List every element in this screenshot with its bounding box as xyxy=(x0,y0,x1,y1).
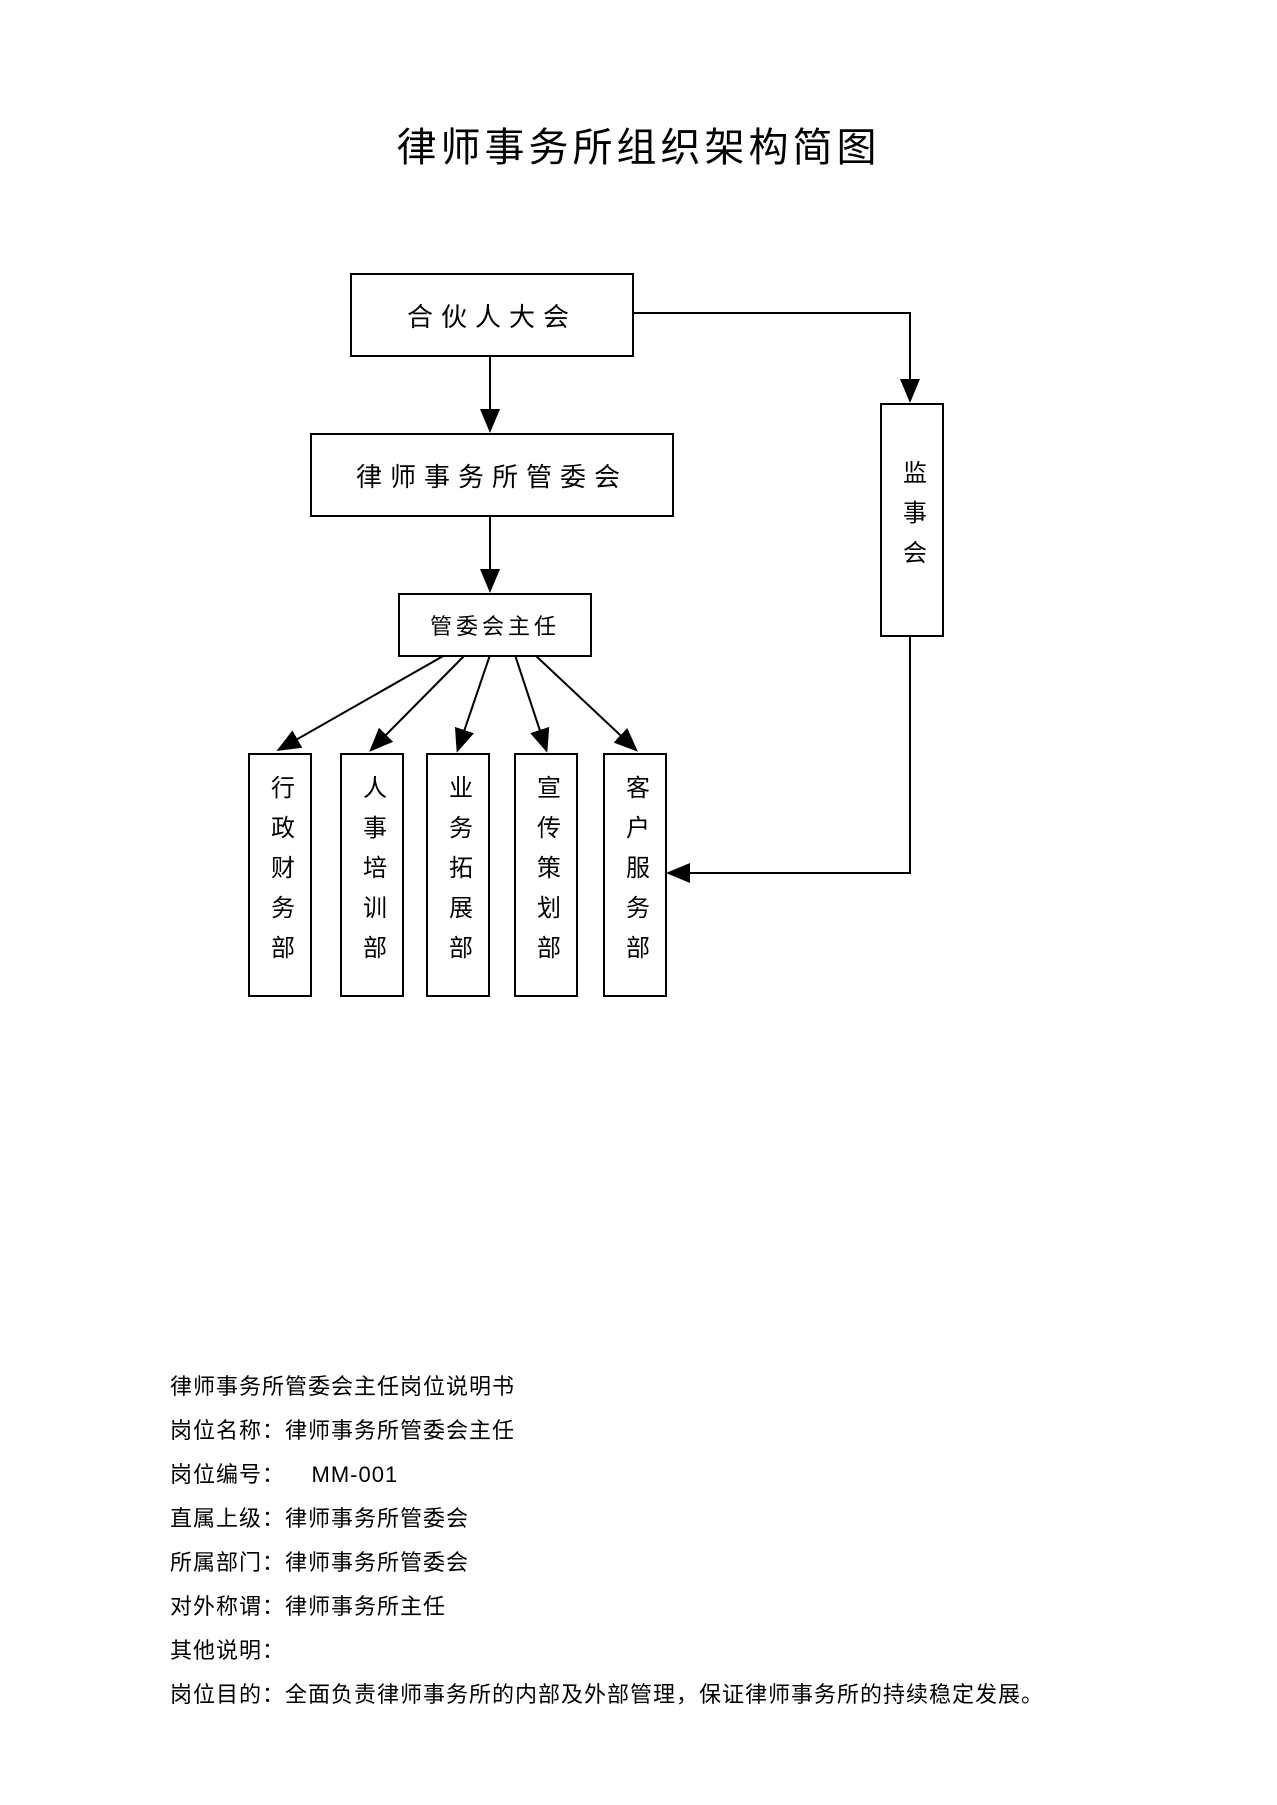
desc-value-code: MM-001 xyxy=(292,1462,399,1487)
node-dept-publicity: 宣传策划部 xyxy=(514,753,578,997)
node-management-committee: 律师事务所管委会 xyxy=(310,433,674,517)
org-chart: 合伙人大会 监事会 律师事务所管委会 管委会主任 行政财务部 人事培训部 业务拓… xyxy=(0,273,1277,1173)
desc-line-3: 岗位编号： MM-001 xyxy=(170,1453,1044,1497)
node-partners-meeting: 合伙人大会 xyxy=(350,273,634,357)
node-dept-business-dev: 业务拓展部 xyxy=(426,753,490,997)
desc-line-7: 其他说明： xyxy=(170,1629,1044,1673)
node-supervisor: 监事会 xyxy=(880,403,944,637)
desc-line-8: 岗位目的：全面负责律师事务所的内部及外部管理，保证律师事务所的持续稳定发展。 xyxy=(170,1673,1044,1717)
node-dept-customer-service: 客户服务部 xyxy=(603,753,667,997)
desc-line-4: 直属上级：律师事务所管委会 xyxy=(170,1497,1044,1541)
desc-label-code: 岗位编号： xyxy=(170,1462,285,1487)
chart-connectors xyxy=(0,273,1277,1173)
job-description: 律师事务所管委会主任岗位说明书 岗位名称：律师事务所管委会主任 岗位编号： MM… xyxy=(170,1365,1044,1717)
desc-line-6: 对外称谓：律师事务所主任 xyxy=(170,1585,1044,1629)
node-director: 管委会主任 xyxy=(398,593,592,657)
desc-line-2: 岗位名称：律师事务所管委会主任 xyxy=(170,1409,1044,1453)
desc-line-5: 所属部门：律师事务所管委会 xyxy=(170,1541,1044,1585)
node-dept-hr-training: 人事培训部 xyxy=(340,753,404,997)
desc-line-1: 律师事务所管委会主任岗位说明书 xyxy=(170,1365,1044,1409)
node-dept-admin-finance: 行政财务部 xyxy=(248,753,312,997)
page-title: 律师事务所组织架构简图 xyxy=(0,0,1277,173)
